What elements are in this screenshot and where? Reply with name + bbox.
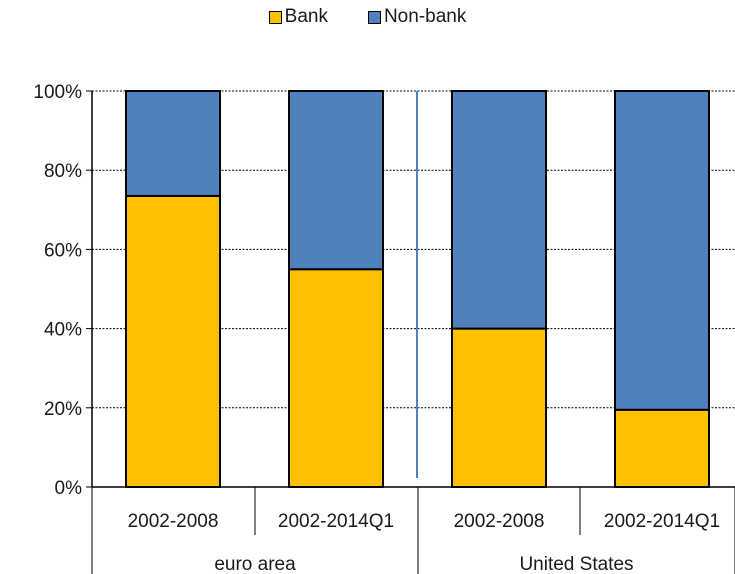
legend-item-bank: Bank (268, 6, 328, 28)
bar-bank (451, 327, 547, 488)
y-tick-label: 20% (44, 399, 82, 420)
legend-swatch-bank (268, 10, 282, 24)
y-tick-label: 60% (44, 240, 82, 261)
legend-item-non-bank: Non-bank (367, 6, 467, 28)
x-group-label: euro area (214, 554, 296, 574)
bar-non-bank (614, 90, 710, 411)
bar-bank (288, 268, 384, 489)
y-tick-label: 100% (33, 82, 82, 103)
x-tick-label: 2002-2014Q1 (278, 511, 394, 532)
chart-legend: Bank Non-bank (0, 6, 735, 28)
bar-non-bank (288, 90, 384, 271)
x-group-label: United States (519, 554, 633, 574)
x-tick-label: 2002-2008 (454, 511, 545, 532)
legend-label-non-bank: Non-bank (383, 6, 467, 27)
y-tick-label: 40% (44, 320, 82, 341)
y-tick-label: 80% (44, 161, 82, 182)
bar-non-bank (451, 90, 547, 330)
y-tick-label: 0% (55, 478, 83, 499)
x-tick-label: 2002-2014Q1 (604, 511, 720, 532)
legend-swatch-non-bank (367, 10, 381, 24)
legend-label-bank: Bank (284, 6, 328, 27)
x-tick-label: 2002-2008 (128, 511, 219, 532)
bar-bank (614, 408, 710, 488)
bar-bank (125, 194, 221, 488)
bar-non-bank (125, 90, 221, 197)
